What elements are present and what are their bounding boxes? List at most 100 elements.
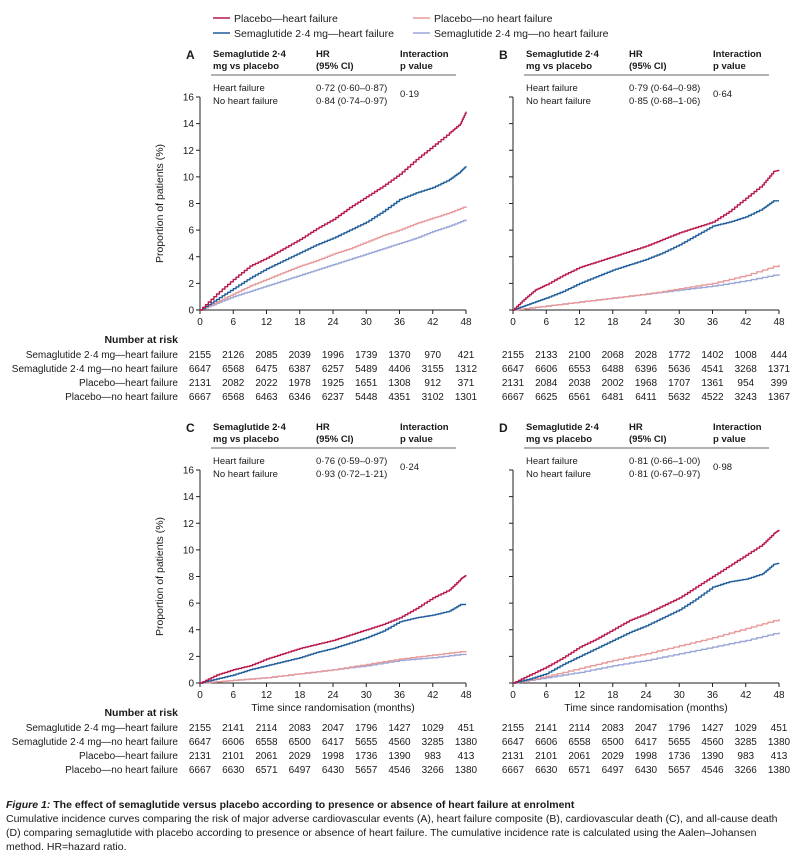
panel-c-risk-cell: 451 — [458, 723, 475, 734]
panel-c-hr-value-2: 0·93 (0·72–1·21) — [316, 469, 387, 480]
figure-caption: Figure 1: The effect of semaglutide vers… — [6, 798, 792, 854]
panel-a-y-axis-title: Proportion of patients (%) — [154, 144, 166, 263]
panel-a-x-tick-label: 30 — [361, 317, 373, 328]
panel-d-risk-cell: 1029 — [735, 723, 758, 734]
panel-a-risk-cell: 970 — [424, 350, 441, 361]
panel-d-risk-cell: 1736 — [668, 751, 691, 762]
legend-label-1: Placebo—heart failure — [234, 13, 338, 25]
panel-a-risk-cell: 2131 — [189, 378, 212, 389]
panel-c-risk-cell: 6667 — [189, 765, 212, 776]
panel-a-y-tick-label: 0 — [188, 306, 194, 317]
panel-d-header-col2-line1: HR — [629, 422, 643, 433]
panel-c-x-tick-label: 12 — [261, 690, 273, 701]
panel-a-hr-group-2: No heart failure — [213, 96, 278, 107]
panel-c-risk-cell: 6606 — [222, 737, 245, 748]
panel-a-risk-cell: 6568 — [222, 392, 245, 403]
panel-c-risk-cell: 413 — [458, 751, 475, 762]
panel-c-risk-label-3: Placebo—heart failure — [79, 751, 178, 762]
panel-c-risk-cell: 6630 — [222, 765, 245, 776]
panel-c-header-col3: Interaction — [400, 422, 449, 433]
panel-b-risk-cell: 6667 — [502, 392, 525, 403]
panel-d-risk-cell: 1380 — [768, 737, 791, 748]
panel-c-y-tick-label: 8 — [188, 572, 194, 583]
panel-d-x-tick-label: 48 — [773, 690, 785, 701]
panel-c-letter: C — [186, 421, 195, 435]
panel-b-hr-group-2: No heart failure — [526, 96, 591, 107]
panel-c-x-axis-title: Time since randomisation (months) — [251, 702, 415, 714]
panel-a-risk-cell: 5489 — [355, 364, 378, 375]
caption-body: Cumulative incidence curves comparing th… — [6, 813, 778, 853]
panel-d-letter: D — [499, 421, 508, 435]
legend-label-4: Semaglutide 2·4 mg—no heart failure — [434, 28, 609, 40]
panel-b-risk-cell: 6647 — [502, 364, 525, 375]
panel-a-risk-cell: 6667 — [189, 392, 212, 403]
panel-d-header-col3: p value — [713, 434, 746, 445]
panel-b-x-tick-label: 0 — [510, 317, 516, 328]
panel-b-risk-cell: 1968 — [635, 378, 658, 389]
panel-b-x-tick-label: 18 — [607, 317, 619, 328]
panel-d-p-interaction: 0·98 — [713, 462, 732, 473]
panel-a-risk-cell: 2022 — [255, 378, 278, 389]
panel-d-risk-cell: 6667 — [502, 765, 525, 776]
panel-c-y-tick-label: 6 — [188, 599, 194, 610]
panel-b-series-2-line — [513, 200, 779, 311]
panel-a-series-1-line — [200, 111, 467, 311]
panel-a-header-col3: p value — [400, 61, 433, 72]
panel-c-risk-label-2: Semaglutide 2·4 mg—no heart failure — [12, 737, 179, 748]
panel-b-risk-cell: 399 — [771, 378, 788, 389]
panel-b-risk-cell: 4522 — [701, 392, 724, 403]
panel-b-risk-cell: 1772 — [668, 350, 691, 361]
panel-d-x-tick-label: 18 — [607, 690, 619, 701]
panel-b-header-col3: Interaction — [713, 49, 762, 60]
panel-c-header-col1: mg vs placebo — [213, 434, 279, 445]
panel-b-x-tick-label: 36 — [707, 317, 719, 328]
panel-c-p-interaction: 0·24 — [400, 462, 419, 473]
panel-b-series-3-line — [513, 264, 780, 311]
panel-d-risk-cell: 413 — [771, 751, 788, 762]
panel-d-header-col3: Interaction — [713, 422, 762, 433]
panel-a-risk-label-2: Semaglutide 2·4 mg—no heart failure — [12, 364, 179, 375]
panel-a-letter: A — [186, 48, 195, 62]
panel-a-risk-cell: 6257 — [322, 364, 345, 375]
panel-b-x-tick-label: 6 — [543, 317, 549, 328]
panel-c-risk-cell: 1998 — [322, 751, 345, 762]
panel-d-x-tick-label: 42 — [740, 690, 752, 701]
panel-a-series-4-line — [200, 219, 467, 311]
panel-a-hr-group-1: Heart failure — [213, 83, 265, 94]
panel-b-risk-cell: 6488 — [602, 364, 625, 375]
panel-d-header-col1: Semaglutide 2·4 — [526, 422, 600, 433]
panel-c-x-tick-label: 24 — [327, 690, 339, 701]
panel-b-header-col2-line1: HR — [629, 49, 643, 60]
panel-a-risk-cell: 1301 — [455, 392, 478, 403]
panel-c-risk-cell: 1380 — [455, 737, 478, 748]
panel-d-risk-cell: 6571 — [568, 765, 591, 776]
panel-b-risk-cell: 5636 — [668, 364, 691, 375]
panel-a-risk-cell: 1651 — [355, 378, 378, 389]
panel-b-risk-cell: 2002 — [602, 378, 625, 389]
panel-c-y-tick-label: 4 — [188, 625, 194, 636]
panel-a-x-tick-label: 18 — [294, 317, 306, 328]
panel-c-risk-cell: 5657 — [355, 765, 378, 776]
panel-c-y-tick-label: 10 — [183, 545, 195, 556]
panel-b-risk-cell: 2155 — [502, 350, 525, 361]
panel-c-risk-title: Number at risk — [104, 707, 178, 719]
panel-c-risk-cell: 6571 — [255, 765, 278, 776]
panel-a-risk-cell: 2126 — [222, 350, 245, 361]
panel-d-series-2-line — [513, 562, 780, 684]
panel-c-risk-cell: 2141 — [222, 723, 245, 734]
panel-c-y-tick-label: 2 — [188, 652, 194, 663]
panel-c-hr-value-1: 0·76 (0·59–0·97) — [316, 456, 387, 467]
panel-b-risk-cell: 6411 — [635, 392, 657, 403]
panel-c-header-col3: p value — [400, 434, 433, 445]
panel-b-risk-cell: 2084 — [535, 378, 558, 389]
panel-d-hr-value-2: 0·81 (0·67–0·97) — [629, 469, 700, 480]
panel-d-x-tick-label: 0 — [510, 690, 516, 701]
panel-c-x-tick-label: 30 — [361, 690, 373, 701]
panel-c-risk-cell: 4546 — [388, 765, 411, 776]
panel-d-risk-cell: 983 — [737, 751, 754, 762]
panel-b-p-interaction: 0·64 — [713, 89, 732, 100]
panel-c-x-tick-label: 18 — [294, 690, 306, 701]
panel-a-risk-cell: 6463 — [255, 392, 278, 403]
panel-d-x-tick-label: 12 — [574, 690, 586, 701]
panel-c-risk-cell: 6497 — [289, 765, 312, 776]
